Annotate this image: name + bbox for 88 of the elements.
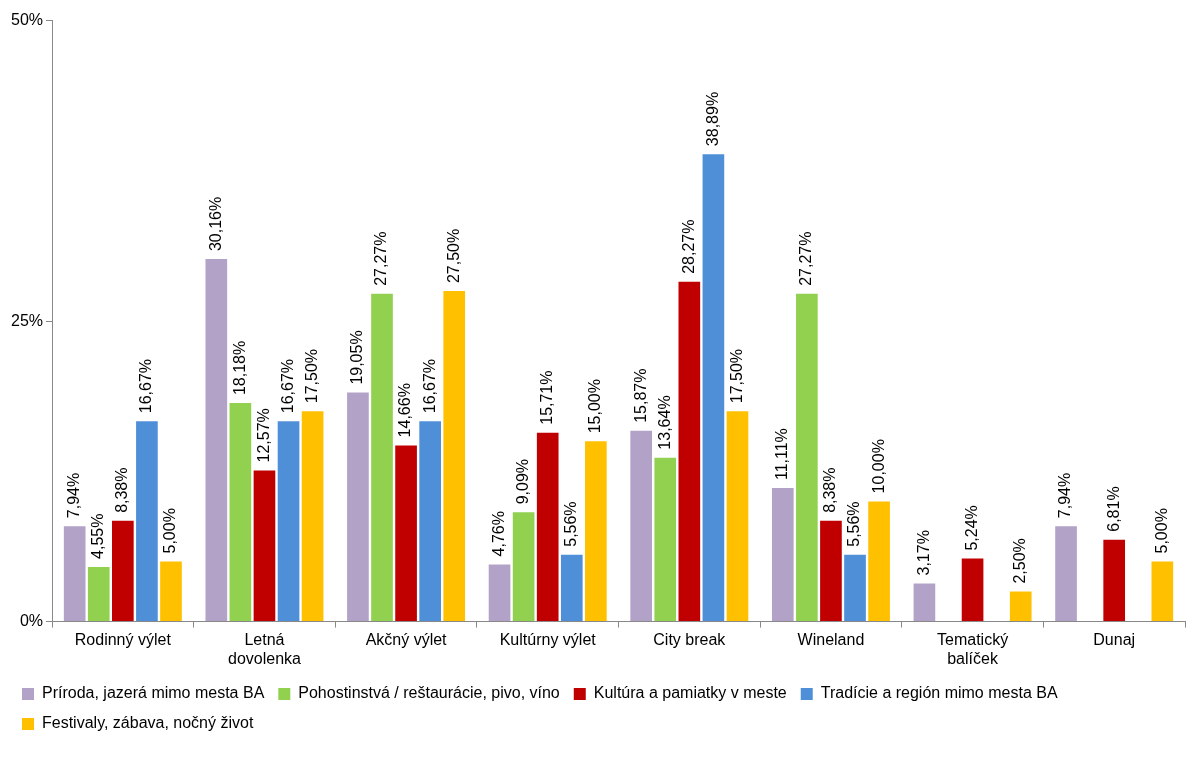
bar [844, 554, 866, 622]
bar [702, 154, 725, 622]
data-label: 17,50% [303, 348, 321, 404]
bar [160, 561, 182, 622]
bar [654, 457, 677, 622]
x-tick-label: Tematický balíček [937, 630, 1009, 667]
bar [820, 520, 842, 622]
data-label: 28,27% [679, 219, 697, 274]
legend-label: Festivaly, zábava, nočný život [42, 714, 254, 732]
bar [796, 293, 818, 622]
x-tick-label: Dunaj [1093, 630, 1136, 648]
data-label: 16,67% [420, 358, 438, 414]
bar [560, 554, 583, 622]
bar [961, 558, 984, 622]
data-label: 15,71% [538, 370, 556, 425]
data-label: 5,56% [562, 501, 580, 547]
data-label: 7,94% [65, 472, 83, 519]
bar [630, 430, 653, 622]
data-label: 15,87% [631, 368, 649, 423]
x-tick-label: City break [653, 630, 727, 648]
bar [488, 564, 511, 622]
data-label: 9,09% [514, 458, 532, 505]
data-label: 27,27% [372, 231, 390, 286]
bar [229, 403, 252, 622]
y-tick-label: 50% [10, 11, 44, 29]
bar [536, 432, 559, 622]
bar [136, 421, 158, 622]
data-label: 16,67% [278, 358, 296, 414]
x-tick-label: Wineland [797, 630, 865, 648]
data-label: 8,38% [113, 467, 131, 513]
bar [419, 421, 441, 622]
data-label: 5,00% [161, 508, 179, 554]
x-tick-label: Rodinný výlet [74, 630, 172, 648]
bar [1009, 591, 1032, 622]
bar [1151, 561, 1174, 622]
data-label: 5,00% [1152, 508, 1170, 554]
bar [253, 470, 276, 622]
bar [301, 411, 324, 622]
bar [726, 411, 749, 622]
bar [87, 566, 110, 622]
x-tick-label: Kultúrny výlet [499, 630, 597, 648]
bar [112, 520, 134, 622]
bar [371, 293, 393, 622]
bar [277, 421, 300, 622]
bar [443, 291, 466, 622]
data-label: 5,56% [845, 501, 863, 547]
data-label: 16,67% [137, 358, 155, 414]
bar [1103, 539, 1126, 622]
data-label: 4,76% [489, 511, 507, 557]
data-label: 27,50% [444, 228, 462, 284]
data-label: 15,00% [586, 379, 604, 434]
bar [585, 441, 607, 622]
data-label: 19,05% [348, 330, 366, 385]
bar [913, 583, 936, 622]
data-label: 3,17% [914, 530, 932, 576]
bar [771, 488, 794, 622]
bar [63, 526, 86, 622]
bar [678, 281, 701, 622]
data-label: 17,50% [727, 348, 745, 404]
data-label: 2,50% [1011, 538, 1029, 584]
data-label: 27,27% [797, 231, 815, 286]
x-tick-label: Akčný výlet [365, 630, 448, 648]
legend-label: Tradície a región mimo mesta BA [820, 684, 1058, 702]
data-label: 13,64% [655, 395, 673, 450]
x-tick-label: Letná dovolenka [227, 630, 302, 667]
data-label: 4,55% [89, 513, 107, 559]
data-label: 38,89% [703, 91, 721, 147]
data-label: 12,57% [254, 408, 272, 463]
bar [512, 512, 535, 622]
bar [395, 445, 417, 622]
data-label: 6,81% [1104, 486, 1122, 532]
bar [1055, 526, 1077, 622]
data-label: 14,66% [396, 383, 414, 438]
data-label: 11,11% [773, 428, 791, 481]
bar [347, 392, 369, 622]
data-label: 18,18% [230, 340, 248, 396]
data-label: 30,16% [206, 196, 224, 252]
bar [205, 259, 228, 622]
legend-label: Kultúra a pamiatky v meste [593, 684, 787, 702]
data-label: 10,00% [869, 439, 887, 494]
y-tick-label: 25% [10, 311, 44, 329]
bar [868, 501, 890, 622]
y-tick-label: 0% [19, 612, 44, 630]
legend-label: Pohostinstvá / reštaurácie, pivo, víno [298, 684, 560, 702]
data-label: 5,24% [962, 505, 980, 551]
data-label: 7,94% [1056, 472, 1074, 519]
data-label: 8,38% [821, 467, 839, 513]
legend-label: Príroda, jazerá mimo mesta BA [42, 684, 265, 702]
